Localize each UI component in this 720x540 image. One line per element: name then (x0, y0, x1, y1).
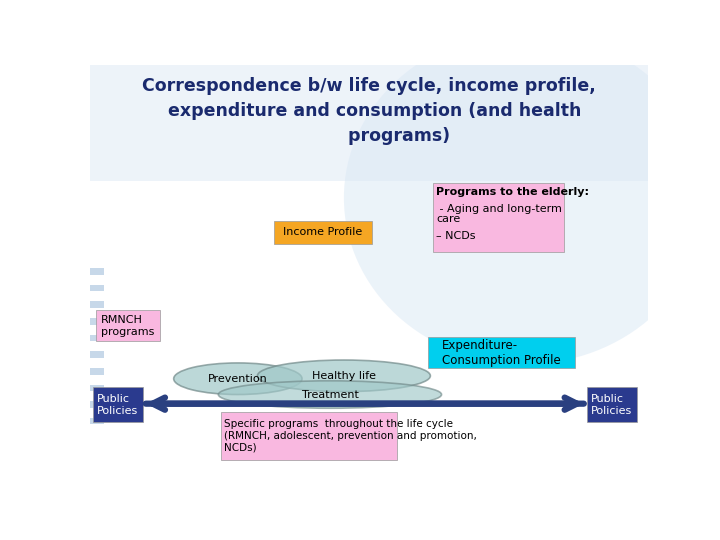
Text: Public
Policies: Public Policies (97, 394, 138, 415)
Text: Income Profile: Income Profile (284, 227, 363, 237)
Bar (274, 221, 372, 244)
Text: expenditure and consumption (and health: expenditure and consumption (and health (156, 102, 582, 120)
Bar (90, 368, 104, 375)
Text: Healthy life: Healthy life (312, 371, 376, 381)
Text: Public
Policies: Public Policies (591, 394, 632, 415)
Text: Programs to the elderly:: Programs to the elderly: (436, 187, 589, 198)
Bar (428, 337, 575, 368)
Bar (93, 387, 143, 422)
Bar (90, 384, 104, 391)
Bar (90, 268, 104, 275)
Ellipse shape (344, 31, 706, 364)
Text: Specific programs  throughout the life cycle
(RMNCH, adolescent, prevention and : Specific programs throughout the life cy… (224, 419, 477, 453)
Ellipse shape (258, 360, 431, 392)
Bar (90, 401, 104, 408)
Text: RMNCH
programs: RMNCH programs (101, 315, 154, 336)
Bar (90, 301, 104, 308)
Text: Treatment: Treatment (302, 389, 359, 400)
Bar (433, 183, 564, 252)
Bar (90, 418, 104, 424)
Bar (96, 310, 160, 341)
Bar (90, 65, 648, 181)
Text: programs): programs) (288, 127, 450, 145)
Text: Prevention: Prevention (208, 374, 268, 384)
Bar (587, 387, 637, 422)
Ellipse shape (218, 381, 441, 408)
Bar (90, 318, 104, 325)
Ellipse shape (174, 363, 302, 395)
Text: Expenditure-
Consumption Profile: Expenditure- Consumption Profile (442, 339, 561, 367)
Bar (90, 352, 104, 358)
Text: Correspondence b/w life cycle, income profile,: Correspondence b/w life cycle, income pr… (142, 77, 596, 95)
Bar (90, 285, 104, 292)
Bar (221, 412, 397, 460)
Text: – NCDs: – NCDs (436, 231, 475, 241)
Bar (90, 335, 104, 341)
Text: care: care (436, 214, 460, 225)
Text: - Aging and long-term: - Aging and long-term (436, 204, 562, 214)
